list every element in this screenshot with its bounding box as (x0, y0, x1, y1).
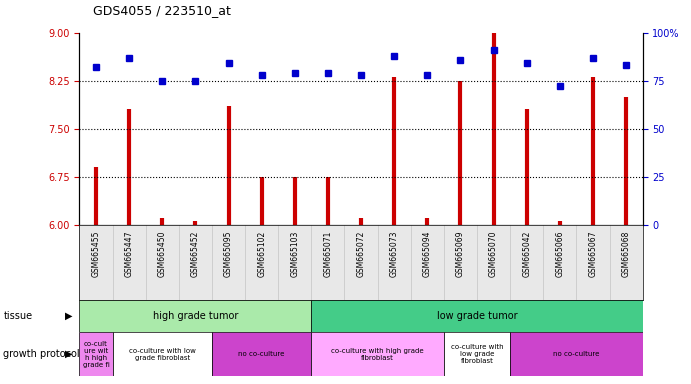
Bar (312, 332, 444, 376)
Text: GSM665072: GSM665072 (357, 231, 366, 277)
Text: GSM665067: GSM665067 (589, 231, 598, 277)
Text: GSM665073: GSM665073 (390, 231, 399, 277)
Text: GSM665447: GSM665447 (124, 231, 133, 277)
Text: no co-culture: no co-culture (238, 351, 285, 357)
Text: GSM665069: GSM665069 (456, 231, 465, 277)
Text: ▶: ▶ (65, 349, 73, 359)
Text: co-cult
ure wit
h high
grade fi: co-cult ure wit h high grade fi (83, 341, 109, 368)
Text: growth protocol: growth protocol (3, 349, 80, 359)
Text: co-culture with high grade
fibroblast: co-culture with high grade fibroblast (331, 348, 424, 361)
Text: high grade tumor: high grade tumor (153, 311, 238, 321)
Bar (113, 332, 212, 376)
Bar (79, 300, 312, 332)
Bar (510, 332, 643, 376)
Text: GSM665068: GSM665068 (622, 231, 631, 277)
Text: ▶: ▶ (65, 311, 73, 321)
Bar (312, 300, 643, 332)
Text: GSM665103: GSM665103 (290, 231, 299, 277)
Bar (79, 332, 113, 376)
Text: GSM665455: GSM665455 (91, 231, 100, 277)
Text: low grade tumor: low grade tumor (437, 311, 518, 321)
Text: co-culture with low
grade fibroblast: co-culture with low grade fibroblast (129, 348, 196, 361)
Text: GSM665450: GSM665450 (158, 231, 167, 277)
Text: GSM665094: GSM665094 (423, 231, 432, 277)
Text: GSM665071: GSM665071 (323, 231, 332, 277)
Text: GSM665042: GSM665042 (522, 231, 531, 277)
Bar (212, 332, 312, 376)
Text: GSM665070: GSM665070 (489, 231, 498, 277)
Text: GDS4055 / 223510_at: GDS4055 / 223510_at (93, 4, 231, 17)
Text: GSM665102: GSM665102 (257, 231, 266, 277)
Text: GSM665452: GSM665452 (191, 231, 200, 277)
Text: GSM665095: GSM665095 (224, 231, 233, 277)
Text: co-culture with
low grade
fibroblast: co-culture with low grade fibroblast (451, 344, 503, 364)
Text: no co-culture: no co-culture (553, 351, 600, 357)
Text: tissue: tissue (3, 311, 32, 321)
Bar (444, 332, 510, 376)
Text: GSM665066: GSM665066 (556, 231, 565, 277)
